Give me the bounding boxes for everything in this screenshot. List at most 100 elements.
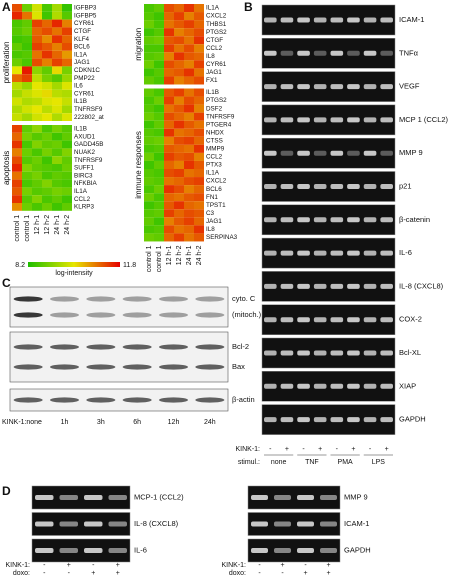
gel-band — [280, 84, 294, 90]
heatmap-cell — [22, 66, 32, 75]
blot — [9, 388, 229, 412]
heatmap-cell — [154, 68, 164, 77]
sign: - — [258, 570, 261, 577]
heatmap-cell — [62, 164, 72, 172]
heatmap-cell — [42, 58, 52, 67]
heatmap-cell — [42, 19, 52, 28]
gene-label: TNFRSF9 — [74, 157, 103, 164]
heatmap-cell — [42, 89, 52, 98]
gel-band — [347, 417, 360, 423]
heatmap-cell — [174, 104, 184, 113]
gel-band — [347, 117, 360, 123]
gel-band — [297, 184, 310, 189]
heatmap-cell — [62, 187, 72, 196]
heatmap-cell — [164, 217, 174, 226]
heatmap-cell — [12, 164, 22, 172]
heatmap-cell — [194, 76, 204, 85]
gel — [247, 538, 341, 563]
gene-label: IGFBP3 — [74, 5, 97, 12]
heatmap-cell — [154, 209, 164, 218]
gel — [31, 485, 131, 510]
gel-band — [363, 317, 377, 323]
sign: - — [269, 446, 272, 453]
heatmap-cell — [164, 169, 174, 178]
blot-label: Bax — [232, 362, 245, 371]
sign: + — [91, 570, 95, 577]
gene-label: SERPINA3 — [206, 234, 238, 241]
heatmap-cell — [12, 50, 22, 59]
heatmap-cell — [184, 12, 194, 21]
gene-label: CTSS — [206, 137, 223, 144]
heatmap-cell — [144, 60, 154, 69]
gel-band — [363, 383, 377, 389]
gel-band — [108, 548, 127, 553]
heatmap-cell — [154, 36, 164, 45]
heatmap-cell — [32, 4, 42, 12]
gel-band — [297, 417, 310, 423]
sign: + — [318, 446, 322, 453]
heatmap-cell — [144, 36, 154, 45]
gene-label: IL-6 — [134, 545, 147, 554]
heatmap-cell — [62, 35, 72, 43]
gel-band — [380, 84, 393, 90]
gel-band — [313, 383, 327, 389]
gel-band — [313, 117, 327, 123]
heatmap-cell — [154, 201, 164, 210]
heatmap-cell — [174, 152, 184, 161]
gel-band — [347, 383, 360, 389]
gene-label: MMP 9 — [399, 148, 423, 157]
gene-label: JAG1 — [74, 59, 90, 66]
heatmap-cell — [144, 68, 154, 77]
sign: + — [116, 570, 120, 577]
heatmap-cell — [194, 193, 204, 202]
gel-band — [264, 250, 277, 256]
heatmap-cell — [184, 177, 194, 186]
blot-band — [86, 364, 116, 370]
blot-band — [122, 344, 152, 350]
color-min: 8.2 — [15, 262, 25, 269]
blot-band — [86, 312, 116, 318]
heatmap-cell — [154, 193, 164, 202]
gel-band — [363, 350, 377, 356]
gene-label: NHDX — [206, 129, 225, 136]
gene-label: IL1A — [206, 170, 220, 177]
blot-band — [158, 397, 189, 403]
gene-label: BCL6 — [74, 44, 90, 51]
heatmap-cell — [62, 66, 72, 75]
gel-band — [264, 117, 277, 123]
heatmap-cell — [22, 125, 32, 133]
heatmap-cell — [22, 4, 32, 12]
heatmap-cell — [52, 19, 62, 28]
gene-label: TPST1 — [206, 202, 226, 209]
heatmap-cell — [22, 156, 32, 164]
heatmap-cell — [154, 160, 164, 169]
heatmap-cell — [144, 233, 154, 242]
heatmap-cell — [184, 120, 194, 129]
heatmap-cell — [22, 82, 32, 90]
gel-band — [313, 317, 327, 323]
heatmap-cell — [164, 104, 174, 113]
heatmap-cell — [12, 125, 22, 133]
heatmap-cell — [12, 58, 22, 67]
heatmap-cell — [164, 185, 174, 194]
heatmap-cell — [22, 132, 32, 141]
gel-band — [264, 217, 277, 223]
heatmap-cell — [164, 201, 174, 210]
heatmap-cell — [194, 112, 204, 121]
gel-band — [363, 150, 377, 156]
heatmap-cell — [174, 120, 184, 129]
gel-band — [363, 250, 377, 256]
heatmap-cell — [32, 50, 42, 59]
gel-band — [297, 521, 314, 527]
heatmap-cell — [164, 68, 174, 77]
gel-band — [313, 250, 327, 256]
heatmap-cell — [164, 144, 174, 153]
heatmap-cell — [52, 179, 62, 188]
panel-label: C — [2, 276, 11, 290]
gel-band — [380, 250, 393, 256]
gene-label: CXCL2 — [206, 13, 227, 20]
heatmap-cell — [62, 140, 72, 149]
blot-band — [49, 312, 80, 318]
gene-label: IL1A — [206, 5, 220, 12]
gene-label: PMP22 — [74, 75, 95, 82]
